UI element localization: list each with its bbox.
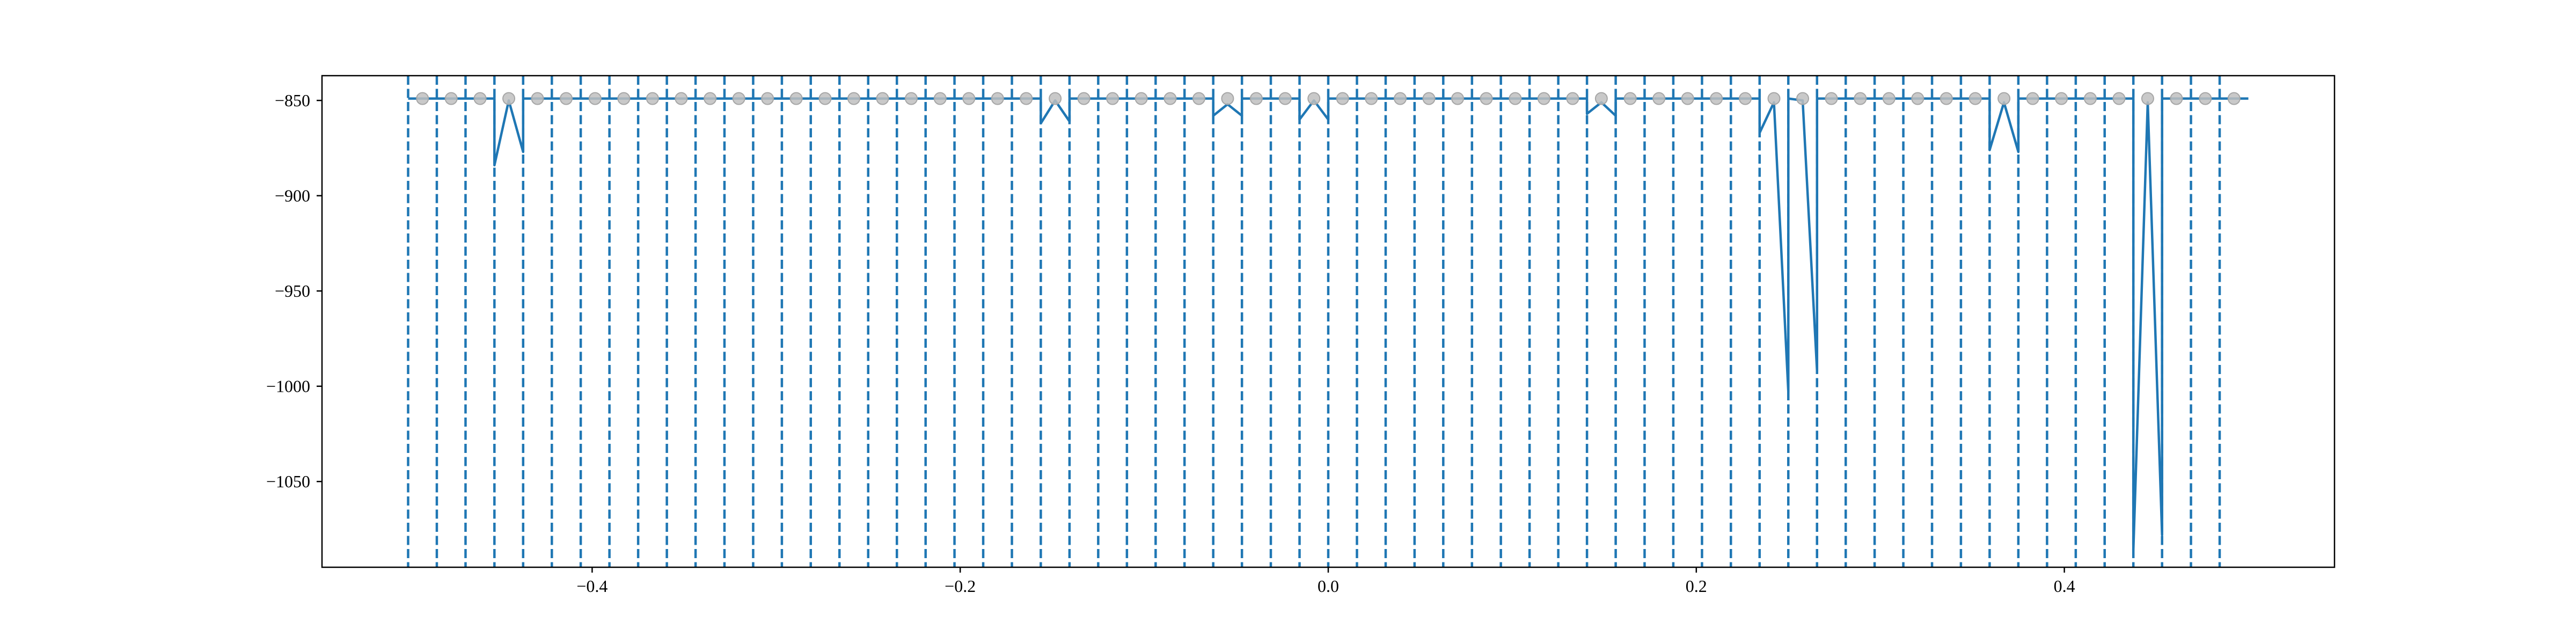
data-point-marker (617, 92, 631, 105)
data-point-marker (2055, 92, 2068, 105)
data-point-marker (502, 92, 516, 105)
x-tick-label: −0.2 (945, 576, 976, 596)
data-point-marker (1307, 92, 1321, 105)
marker-layer (416, 92, 2241, 105)
y-tick-label: −850 (275, 91, 310, 110)
data-point-marker (1394, 92, 1407, 105)
data-point-marker (1278, 92, 1292, 105)
data-point-marker (1652, 92, 1666, 105)
data-point-marker (2141, 92, 2154, 105)
data-point-marker (1940, 92, 1953, 105)
data-point-marker (2112, 92, 2126, 105)
data-point-marker (1020, 92, 1033, 105)
data-point-marker (1365, 92, 1378, 105)
data-point-marker (847, 92, 860, 105)
data-point-marker (991, 92, 1004, 105)
data-point-marker (1997, 92, 2011, 105)
data-point-marker (2170, 92, 2183, 105)
data-point-marker (1796, 92, 1810, 105)
y-tick-label: −1050 (266, 472, 310, 491)
data-point-marker (1882, 92, 1896, 105)
data-point-marker (1135, 92, 1148, 105)
x-tick-label: −0.4 (576, 576, 608, 596)
data-point-marker (1911, 92, 1924, 105)
data-point-marker (1480, 92, 1493, 105)
y-tick-label: −900 (275, 186, 310, 206)
x-axis-ticks: −0.4 −0.2 0.0 0.2 0.4 (576, 567, 2075, 596)
data-point-marker (1968, 92, 1982, 105)
data-point-marker (646, 92, 659, 105)
data-point-marker (789, 92, 803, 105)
data-point-marker (2083, 92, 2097, 105)
x-tick-label: 0.4 (2054, 576, 2075, 596)
data-point-marker (1739, 92, 1752, 105)
data-point-marker (1623, 92, 1637, 105)
data-point-marker (1509, 92, 1522, 105)
data-point-marker (531, 92, 544, 105)
data-point-marker (732, 92, 745, 105)
y-tick-label: −950 (275, 281, 310, 301)
data-point-marker (1077, 92, 1091, 105)
vertical-dashed-lines (407, 76, 2221, 567)
data-point-marker (1451, 92, 1465, 105)
data-point-marker (1221, 92, 1234, 105)
data-point-marker (904, 92, 918, 105)
data-point-marker (588, 92, 602, 105)
data-point-marker (560, 92, 573, 105)
series-line-layer (408, 97, 2249, 552)
data-point-marker (1681, 92, 1694, 105)
data-point-marker (1566, 92, 1579, 105)
data-point-marker (2227, 92, 2241, 105)
data-point-marker (1854, 92, 1867, 105)
data-point-marker (1767, 92, 1781, 105)
data-point-marker (2026, 92, 2039, 105)
data-point-marker (1422, 92, 1436, 105)
data-point-marker (818, 92, 832, 105)
x-tick-label: 0.0 (1318, 576, 1339, 596)
data-point-marker (933, 92, 947, 105)
data-point-marker (2199, 92, 2212, 105)
data-point-marker (1106, 92, 1119, 105)
data-point-marker (1710, 92, 1723, 105)
data-point-marker (675, 92, 688, 105)
data-point-marker (473, 92, 487, 105)
data-point-marker (1594, 92, 1608, 105)
series-line (408, 97, 2249, 552)
data-point-marker (416, 92, 429, 105)
data-point-marker (1049, 92, 1062, 105)
data-point-marker (1192, 92, 1205, 105)
data-point-marker (1249, 92, 1263, 105)
y-axis-ticks: −850 −900 −950 −1000 −1050 (266, 91, 322, 491)
data-point-marker (962, 92, 976, 105)
data-point-marker (761, 92, 774, 105)
data-point-marker (1537, 92, 1550, 105)
x-tick-label: 0.2 (1686, 576, 1707, 596)
data-point-marker (444, 92, 458, 105)
data-point-marker (1336, 92, 1349, 105)
data-point-marker (1163, 92, 1177, 105)
y-tick-label: −1000 (266, 377, 310, 396)
data-point-marker (704, 92, 717, 105)
data-point-marker (876, 92, 889, 105)
data-point-marker (1825, 92, 1838, 105)
